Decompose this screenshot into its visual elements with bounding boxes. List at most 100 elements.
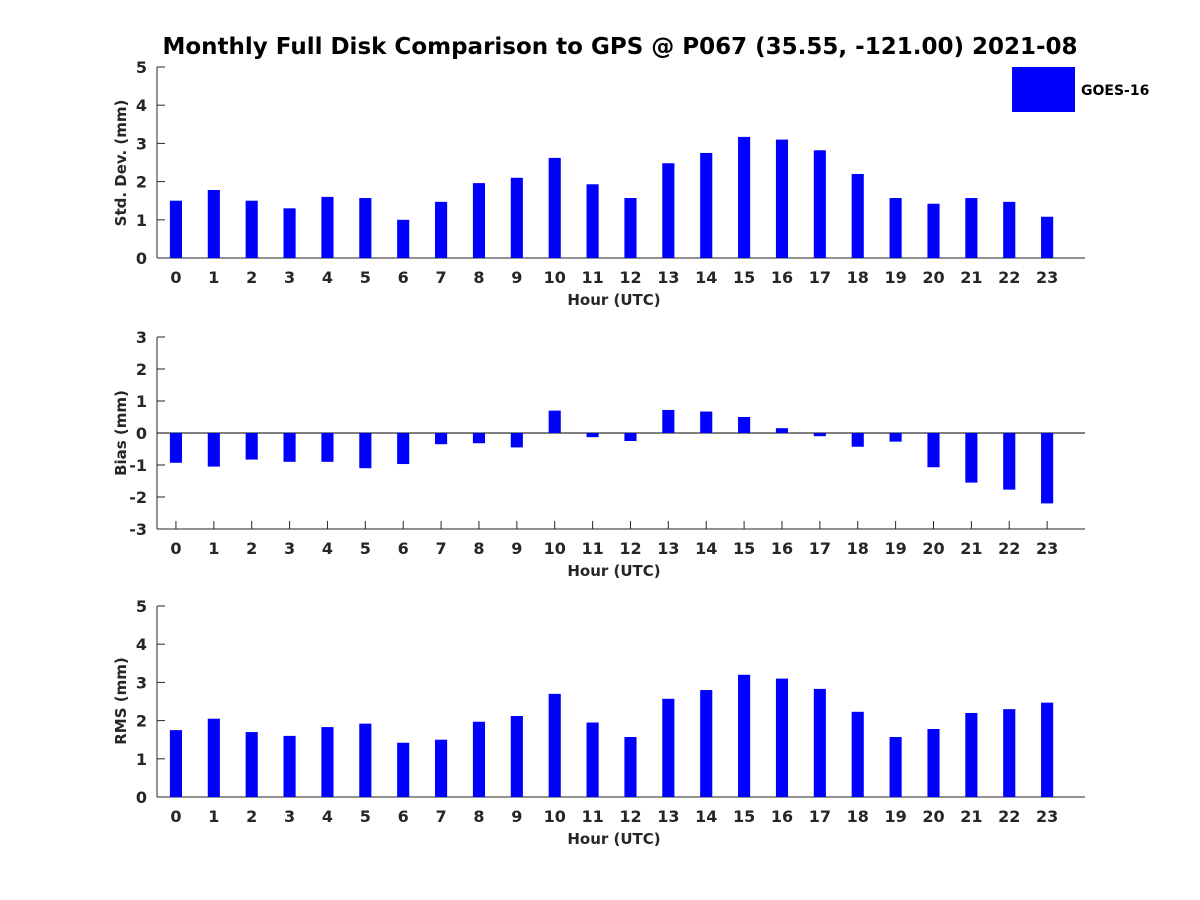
rms-x-tick-label: 1 xyxy=(208,807,219,826)
bias-bar xyxy=(662,409,675,433)
std-dev-bar xyxy=(1003,201,1016,258)
bias-x-tick-label: 14 xyxy=(695,539,717,558)
bias-x-tick-label: 8 xyxy=(473,539,484,558)
bias-bar xyxy=(472,433,486,444)
std-dev-bar xyxy=(1041,216,1054,258)
rms-y-tick-label: 1 xyxy=(136,750,147,769)
bias-x-tick-label: 10 xyxy=(544,539,566,558)
bias-x-tick-label: 12 xyxy=(619,539,641,558)
rms-bar xyxy=(586,722,599,797)
rms-x-tick-label: 17 xyxy=(809,807,831,826)
bias-bar xyxy=(245,433,258,460)
std-dev-bar xyxy=(927,203,940,258)
bias-x-axis-label: Hour (UTC) xyxy=(567,562,660,580)
bias-bar xyxy=(359,433,372,469)
bias-y-tick-label: 3 xyxy=(136,328,147,347)
std-dev-bar xyxy=(775,139,789,258)
std-dev-bar xyxy=(700,152,713,258)
std-dev-bar xyxy=(889,198,902,258)
bias-x-tick-label: 17 xyxy=(809,539,831,558)
rms-bar xyxy=(510,716,523,797)
rms-bar xyxy=(624,737,637,797)
std-dev-y-tick-label: 1 xyxy=(136,211,147,230)
rms-bar xyxy=(283,735,296,797)
std-dev-bar xyxy=(662,163,675,258)
bias-bar xyxy=(700,411,713,433)
bias-x-tick-label: 0 xyxy=(170,539,181,558)
std-dev-x-tick-label: 6 xyxy=(398,268,409,287)
bias-x-tick-label: 3 xyxy=(284,539,295,558)
bias-x-tick-label: 4 xyxy=(322,539,333,558)
std-dev-x-tick-label: 18 xyxy=(847,268,869,287)
rms-x-tick-label: 18 xyxy=(847,807,869,826)
std-dev-bar xyxy=(283,208,296,258)
std-dev-x-tick-label: 23 xyxy=(1036,268,1058,287)
std-dev-bar xyxy=(359,198,372,258)
rms-x-tick-label: 7 xyxy=(436,807,447,826)
rms-bar xyxy=(359,723,372,797)
rms-x-tick-label: 21 xyxy=(960,807,982,826)
rms-x-tick-label: 2 xyxy=(246,807,257,826)
rms-x-tick-label: 0 xyxy=(170,807,181,826)
bias-y-axis-label: Bias (mm) xyxy=(112,390,130,476)
legend: GOES-16 xyxy=(1012,67,1149,112)
std-dev-bar xyxy=(965,198,978,258)
bias-x-tick-label: 20 xyxy=(922,539,944,558)
rms-bar xyxy=(813,688,826,797)
rms-bar xyxy=(775,678,789,797)
std-dev-x-tick-label: 8 xyxy=(473,268,484,287)
bias-y-tick-label: 2 xyxy=(136,360,147,379)
std-dev-x-tick-label: 12 xyxy=(619,268,641,287)
std-dev-y-tick-label: 0 xyxy=(136,249,147,268)
rms-x-tick-label: 3 xyxy=(284,807,295,826)
std-dev-bar xyxy=(245,200,258,258)
std-dev-bar xyxy=(207,190,220,258)
rms-x-tick-label: 16 xyxy=(771,807,793,826)
std-dev-x-tick-label: 10 xyxy=(544,268,566,287)
std-dev-bar xyxy=(851,173,864,258)
std-dev-x-tick-label: 0 xyxy=(170,268,181,287)
std-dev-y-tick-label: 3 xyxy=(136,134,147,153)
rms-bar xyxy=(738,674,751,797)
std-dev-x-tick-label: 22 xyxy=(998,268,1020,287)
rms-x-tick-label: 20 xyxy=(922,807,944,826)
std-dev-y-tick-label: 5 xyxy=(136,58,147,77)
rms-bar xyxy=(1003,709,1016,797)
std-dev-x-tick-label: 16 xyxy=(771,268,793,287)
bias-bar xyxy=(321,433,334,462)
rms-bar xyxy=(207,718,220,797)
bias-x-tick-label: 5 xyxy=(360,539,371,558)
std-dev-x-tick-label: 7 xyxy=(436,268,447,287)
rms-bar xyxy=(321,727,334,797)
bias-bar xyxy=(965,433,978,483)
bias-bar xyxy=(889,433,902,442)
bias-x-tick-label: 21 xyxy=(960,539,982,558)
rms-x-tick-label: 6 xyxy=(398,807,409,826)
bias-bar xyxy=(548,410,561,433)
std-dev-x-tick-label: 17 xyxy=(809,268,831,287)
std-dev-x-tick-label: 13 xyxy=(657,268,679,287)
bias-bar xyxy=(775,428,789,433)
std-dev-bar xyxy=(548,157,561,258)
bias-bar xyxy=(283,433,296,462)
bias-y-tick-label: 1 xyxy=(136,392,147,411)
std-dev-x-tick-label: 3 xyxy=(284,268,295,287)
bias-x-tick-label: 23 xyxy=(1036,539,1058,558)
std-dev-bar xyxy=(321,196,334,258)
std-dev-bar xyxy=(738,136,751,258)
bias-bar xyxy=(510,433,523,448)
rms-x-tick-label: 5 xyxy=(360,807,371,826)
rms-x-tick-label: 19 xyxy=(884,807,906,826)
std-dev-bar xyxy=(586,184,599,258)
std-dev-x-tick-label: 9 xyxy=(511,268,522,287)
bias-x-tick-label: 7 xyxy=(436,539,447,558)
std-dev-y-axis-label: Std. Dev. (mm) xyxy=(112,100,130,227)
rms-bar xyxy=(472,721,486,797)
bias-x-tick-label: 2 xyxy=(246,539,257,558)
rms-x-axis-label: Hour (UTC) xyxy=(567,830,660,848)
bias-bar xyxy=(927,433,940,468)
rms-bar xyxy=(245,732,258,797)
